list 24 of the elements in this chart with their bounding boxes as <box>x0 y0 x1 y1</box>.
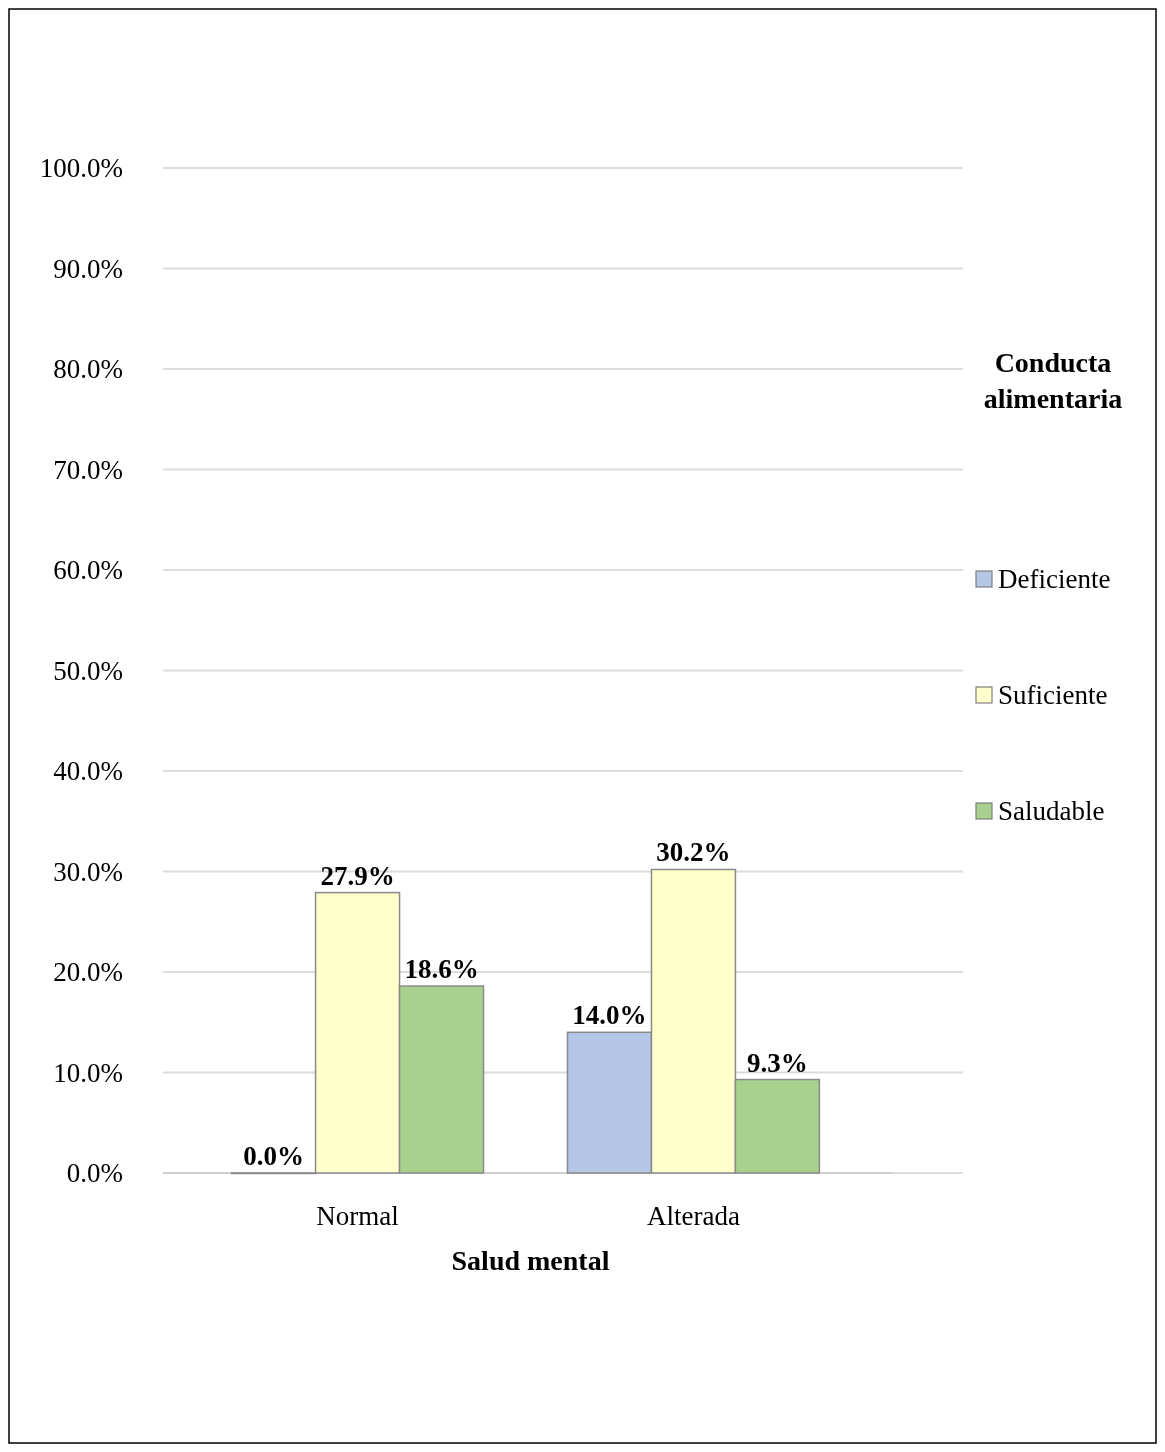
y-tick-label: 20.0% <box>53 957 123 988</box>
y-tick-label: 80.0% <box>53 354 123 385</box>
legend-label: Saludable <box>998 796 1105 827</box>
x-tick-label: Normal <box>316 1201 399 1231</box>
y-tick-label: 30.0% <box>53 856 123 887</box>
y-tick-label: 40.0% <box>53 756 123 787</box>
data-label: 14.0% <box>572 1000 647 1031</box>
legend-label: Suficiente <box>998 680 1108 711</box>
legend-title: Conducta alimentaria <box>983 347 1123 414</box>
y-tick-label: 50.0% <box>53 655 123 686</box>
y-tick-label: 0.0% <box>66 1158 123 1189</box>
y-tick-label: 10.0% <box>53 1057 123 1088</box>
data-label: 0.0% <box>243 1141 304 1171</box>
data-label: 18.6% <box>404 954 479 985</box>
x-axis-title: Salud mental <box>451 1245 610 1276</box>
legend-label: Deficiente <box>998 564 1111 595</box>
y-tick-label: 100.0% <box>39 153 123 184</box>
data-label: 30.2% <box>656 837 731 868</box>
y-tick-label: 90.0% <box>53 253 123 284</box>
data-label: 27.9% <box>320 860 395 891</box>
y-tick-label: 60.0% <box>53 555 123 586</box>
x-tick-label: Alterada <box>646 1201 740 1231</box>
y-tick-label: 70.0% <box>53 454 123 485</box>
data-label: 9.3% <box>747 1047 808 1078</box>
